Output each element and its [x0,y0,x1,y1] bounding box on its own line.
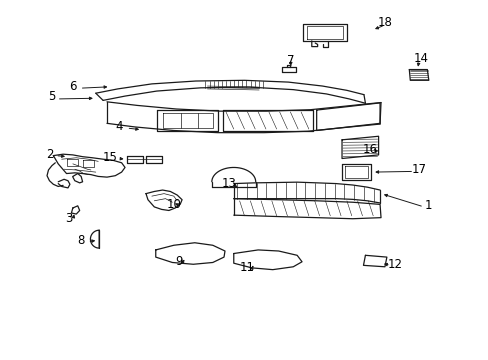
Text: 8: 8 [77,234,84,247]
Text: 9: 9 [175,255,182,268]
Text: 4: 4 [115,120,122,133]
Text: 12: 12 [387,258,402,271]
Text: 11: 11 [239,261,254,274]
Polygon shape [341,164,370,180]
Text: 10: 10 [166,198,181,211]
Text: 6: 6 [69,80,77,93]
Text: 3: 3 [65,212,73,225]
Text: 7: 7 [286,54,294,67]
Polygon shape [341,136,378,158]
Text: 5: 5 [48,90,55,103]
Text: 13: 13 [221,177,236,190]
Text: 1: 1 [424,199,432,212]
Text: 17: 17 [411,163,426,176]
Text: 2: 2 [45,148,53,161]
Text: 14: 14 [413,51,427,64]
Polygon shape [363,255,386,267]
Text: 16: 16 [362,143,377,156]
Polygon shape [408,69,428,80]
Text: 15: 15 [103,151,118,164]
Text: 18: 18 [377,17,391,30]
Polygon shape [303,24,346,41]
